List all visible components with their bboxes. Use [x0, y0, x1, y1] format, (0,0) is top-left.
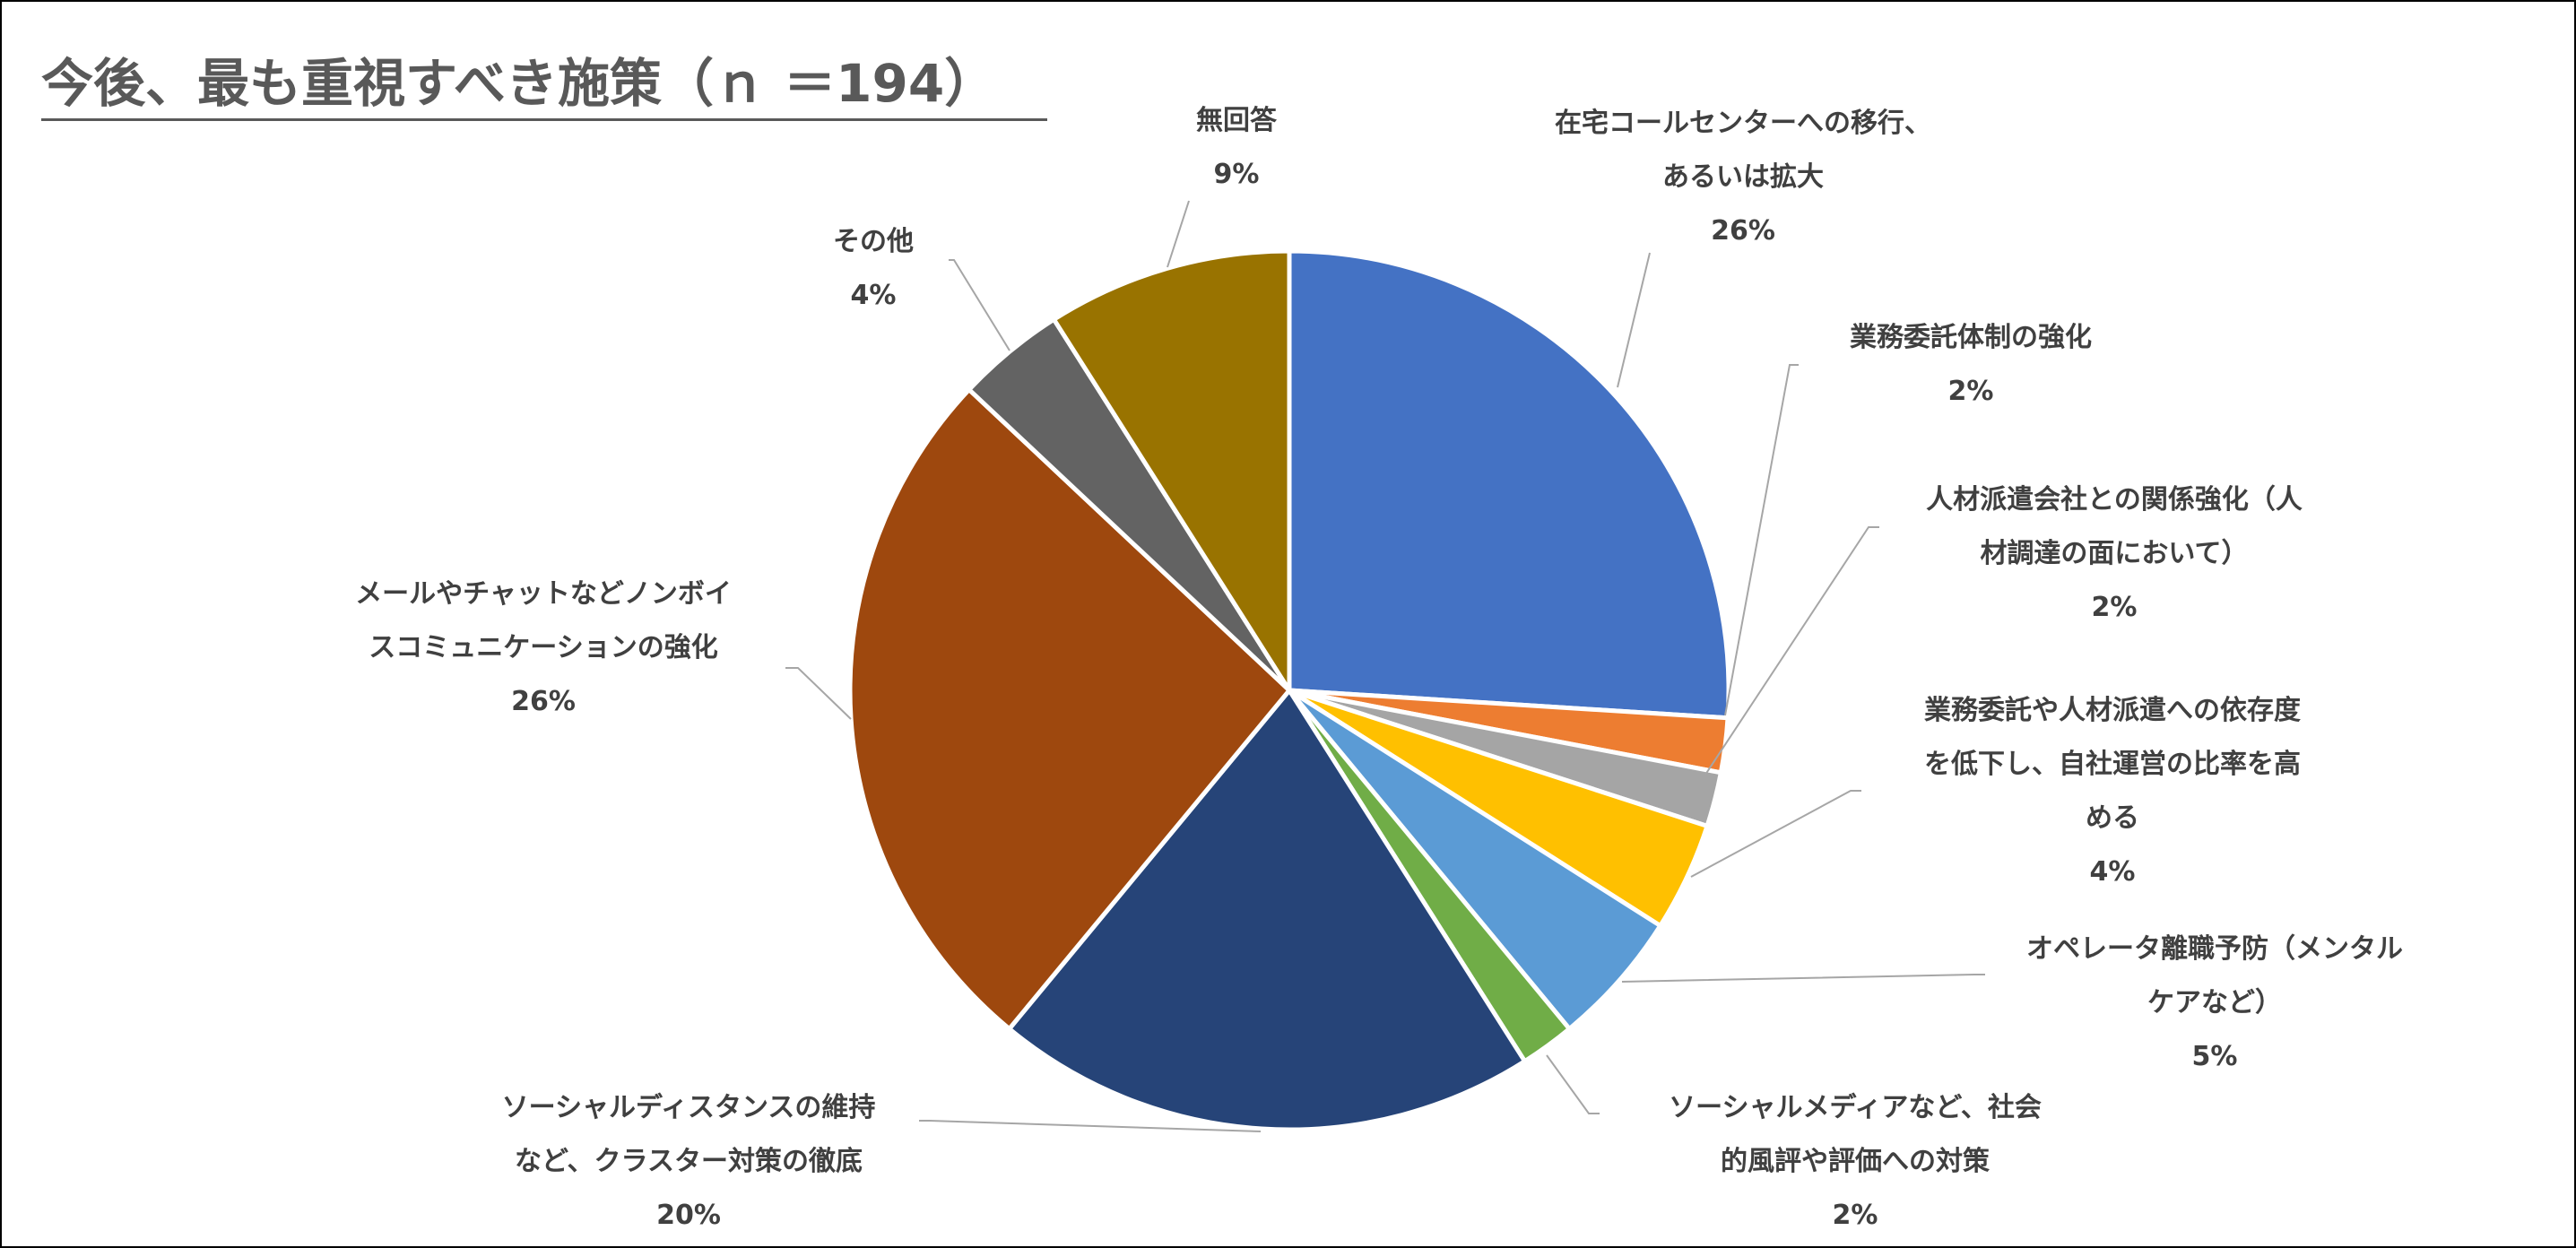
pie-slices: [847, 248, 1731, 1132]
slice-label: ソーシャルディスタンスの維持など、クラスター対策の徹底 20%: [502, 1092, 876, 1231]
leader-line: [1690, 790, 1861, 878]
slice-label-line: 的風評や評価への対策: [1721, 1146, 1990, 1177]
slice-label-line: 在宅コールセンターへの移行、: [1555, 108, 1931, 139]
slice-label-line: 無回答: [1196, 105, 1278, 136]
slice-label: 無回答 9%: [1196, 105, 1278, 190]
slice-label-line: ソーシャルディスタンスの維持: [502, 1092, 876, 1123]
slice-label-line: 材調達の面において）: [1980, 538, 2248, 569]
pie-slice: [1007, 688, 1528, 1132]
slice-label-line: メールやチャットなどノンボイ: [355, 578, 732, 610]
slice-label-line: ソーシャルメディアなど、社会: [1669, 1092, 2042, 1123]
leader-line: [1546, 1054, 1600, 1114]
slice-label-line: 業務委託や人材派遣への依存度: [1924, 695, 2301, 726]
slice-label: 業務委託体制の強化 2%: [1850, 322, 2092, 407]
pie-slice: [1287, 688, 1663, 1032]
slice-label-line: 人材派遣会社との関係強化（人: [1926, 484, 2303, 516]
slice-label-line: ケアなど）: [2147, 987, 2282, 1018]
slice-label-line: オペレータ離職予防（メンタル: [2026, 933, 2403, 965]
slice-percent: 2%: [1833, 1200, 1878, 1231]
slice-label-line: その他: [833, 226, 914, 257]
slice-label-line: あるいは拡大: [1662, 161, 1824, 193]
slice-label: その他 4%: [833, 226, 914, 311]
leader-line: [1167, 200, 1190, 268]
slice-label: 在宅コールセンターへの移行、あるいは拡大 26%: [1555, 108, 1931, 247]
leader-line: [1617, 252, 1651, 388]
slice-percent: 26%: [1711, 215, 1775, 247]
leader-line: [949, 259, 1010, 351]
leader-lines: [785, 200, 1985, 1132]
slice-label-line: める: [2086, 802, 2139, 834]
slice-label: 業務委託や人材派遣への依存度を低下し、自社運営の比率を高める 4%: [1924, 695, 2301, 888]
leader-line: [1724, 364, 1799, 716]
slice-percent: 4%: [851, 280, 897, 311]
slice-percent: 20%: [656, 1200, 721, 1231]
slice-percent: 2%: [1948, 376, 1994, 407]
leader-line: [785, 667, 852, 720]
slice-label-line: 業務委託体制の強化: [1850, 322, 2092, 353]
slice-label: ソーシャルメディアなど、社会的風評や評価への対策 2%: [1669, 1092, 2042, 1231]
slice-label-line: を低下し、自社運営の比率を高: [1924, 749, 2301, 780]
leader-line: [919, 1120, 1262, 1132]
title-underline: [41, 118, 1047, 121]
slice-percent: 9%: [1214, 159, 1260, 190]
pie-slice: [1051, 248, 1292, 693]
chart-title: 今後、最も重視すべき施策（ｎ ＝194）: [41, 53, 997, 114]
pie-slice: [1287, 248, 1731, 721]
slice-labels: 在宅コールセンターへの移行、あるいは拡大 26%業務委託体制の強化 2%人材派遣会社…: [355, 105, 2403, 1231]
slice-label-line: など、クラスター対策の徹底: [515, 1146, 863, 1177]
leader-line: [1704, 526, 1879, 776]
slice-label: 人材派遣会社との関係強化（人材調達の面において） 2%: [1926, 484, 2303, 623]
slice-percent: 5%: [2192, 1041, 2238, 1072]
leader-line: [1621, 974, 1985, 983]
slice-label: メールやチャットなどノンボイスコミュニケーションの強化 26%: [355, 578, 732, 717]
slice-percent: 2%: [2092, 592, 2138, 623]
slice-percent: 26%: [511, 686, 576, 717]
slice-label: オペレータ離職予防（メンタルケアなど） 5%: [2026, 933, 2403, 1072]
slice-label-line: スコミュニケーションの強化: [369, 632, 717, 663]
slice-percent: 4%: [2090, 856, 2136, 888]
